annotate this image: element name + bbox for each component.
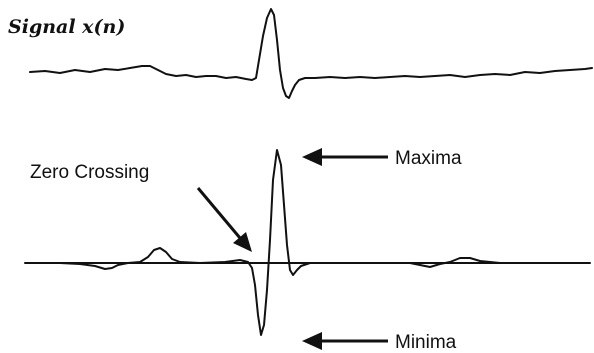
maxima-arrow <box>302 148 388 166</box>
filtered-signal-trace <box>24 149 591 336</box>
minima-label: Minima <box>395 332 457 353</box>
zero-crossing-label: Zero Crossing <box>30 162 149 183</box>
zero-crossing-arrow <box>196 187 252 252</box>
maxima-label: Maxima <box>395 148 462 169</box>
signal-title: Signal x(n) <box>8 16 125 38</box>
input-signal-trace <box>29 8 593 99</box>
minima-arrow <box>302 332 388 350</box>
